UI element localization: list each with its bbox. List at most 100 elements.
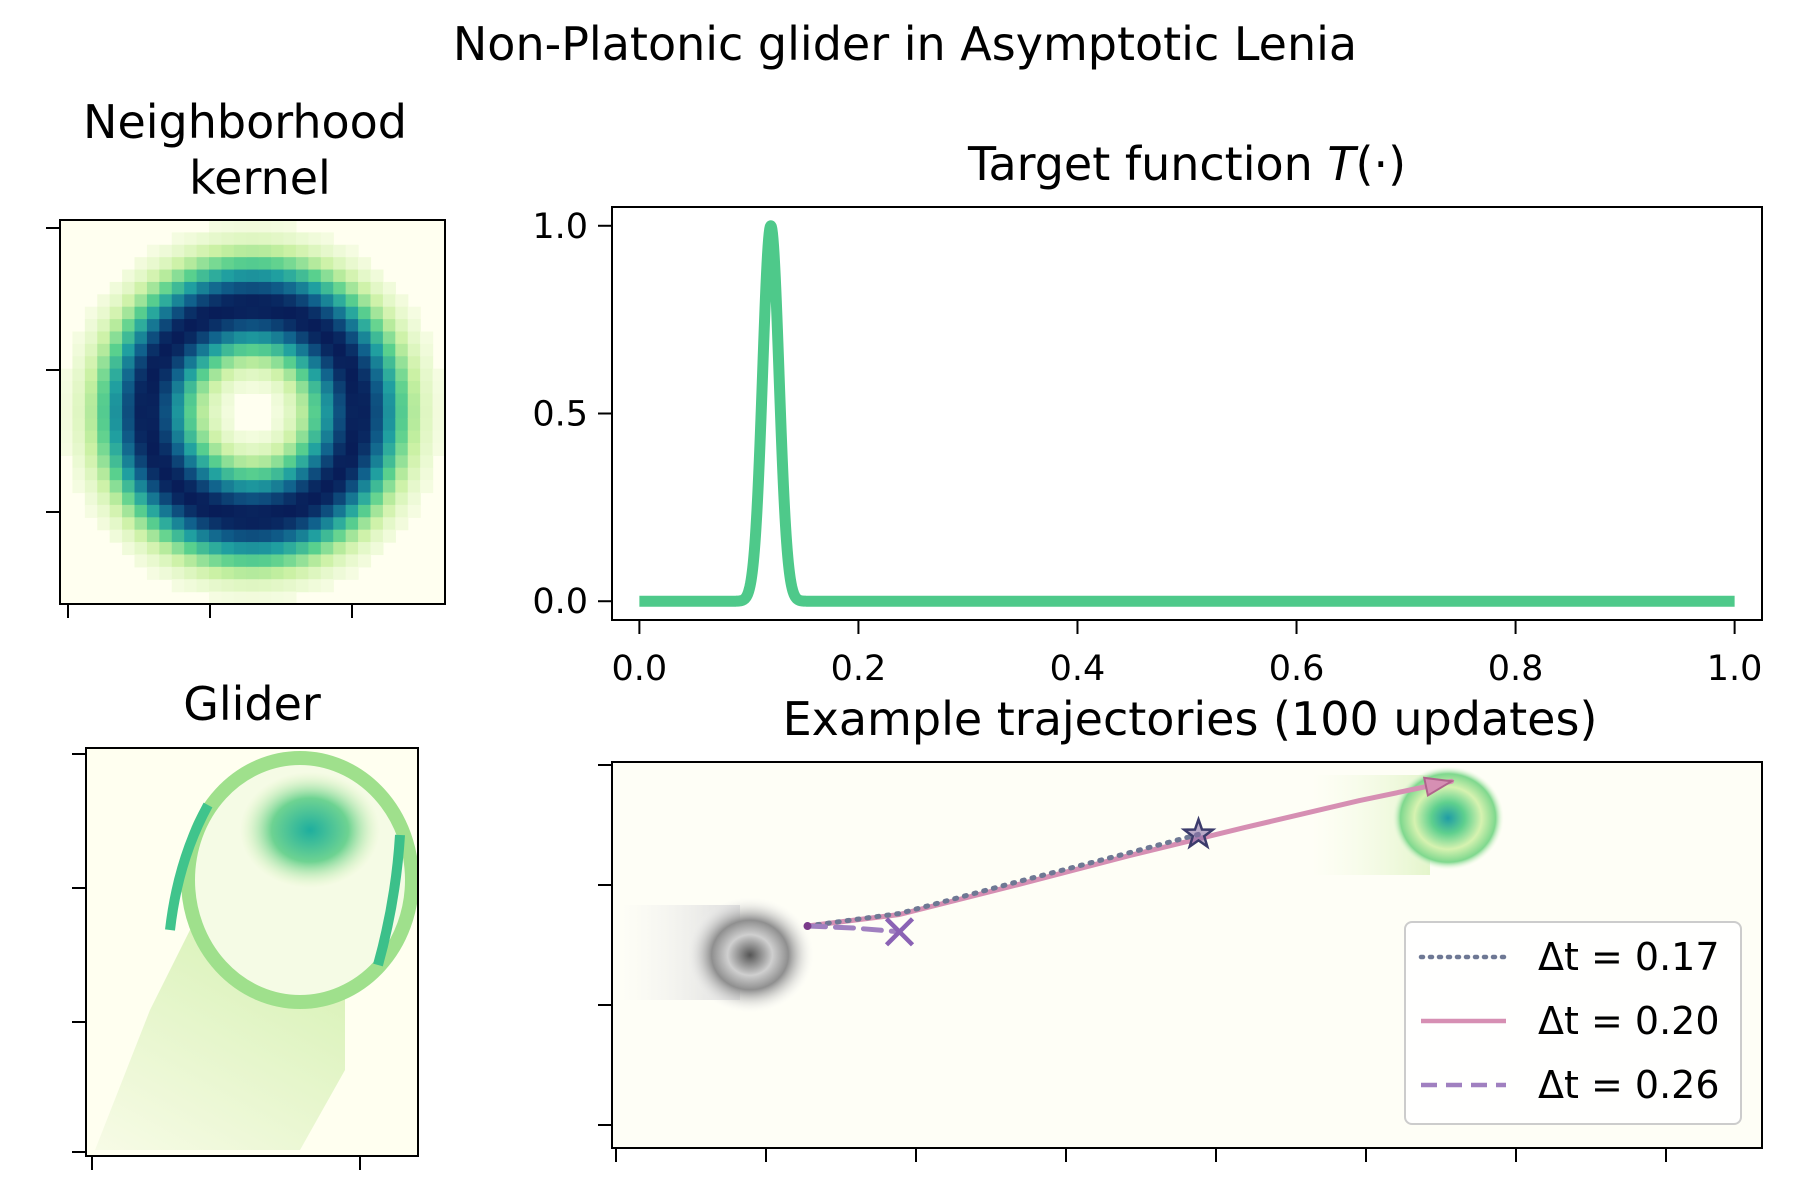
kernel-cell xyxy=(283,343,297,357)
target-title: Target function T(·) xyxy=(967,137,1406,191)
kernel-cell xyxy=(295,566,309,580)
kernel-cell xyxy=(283,319,297,333)
kernel-cell xyxy=(432,418,446,432)
kernel-cell xyxy=(246,442,260,456)
kernel-cell xyxy=(184,517,198,531)
kernel-cell xyxy=(159,418,173,432)
kernel-cell xyxy=(345,442,359,456)
kernel-cell xyxy=(283,442,297,456)
kernel-cell xyxy=(345,405,359,419)
kernel-cell xyxy=(283,591,297,605)
kernel-cell xyxy=(258,257,272,271)
kernel-cell xyxy=(320,368,334,382)
kernel-cell xyxy=(370,381,384,395)
kernel-cell xyxy=(283,381,297,395)
kernel-cell xyxy=(209,269,223,283)
kernel-cell xyxy=(122,269,136,283)
kernel-cell xyxy=(370,430,384,444)
kernel-cell xyxy=(308,517,322,531)
kernel-cell xyxy=(308,554,322,568)
kernel-cell xyxy=(171,294,185,308)
kernel-cell xyxy=(171,356,185,370)
kernel-cell xyxy=(246,331,260,345)
kernel-cell xyxy=(221,294,235,308)
kernel-cell xyxy=(146,257,160,271)
target-xtick-label: 1.0 xyxy=(1707,649,1763,689)
kernel-cell xyxy=(370,542,384,556)
kernel-cell xyxy=(308,393,322,407)
kernel-cell xyxy=(221,319,235,333)
kernel-cell xyxy=(209,244,223,258)
kernel-cell xyxy=(233,492,247,506)
kernel-cell xyxy=(171,566,185,580)
kernel-cell xyxy=(233,517,247,531)
kernel-cell xyxy=(345,393,359,407)
kernel-cell xyxy=(209,554,223,568)
kernel-cell xyxy=(333,319,347,333)
kernel-cell xyxy=(209,418,223,432)
kernel-cell xyxy=(221,368,235,382)
kernel-cell xyxy=(122,343,136,357)
kernel-cell xyxy=(395,319,409,333)
kernel-cell xyxy=(283,244,297,258)
trajectory-lines xyxy=(803,776,1455,947)
kernel-cell xyxy=(395,480,409,494)
kernel-cell xyxy=(395,504,409,518)
kernel-cell xyxy=(184,356,198,370)
kernel-cell xyxy=(209,281,223,295)
target-xtick-label: 0.8 xyxy=(1488,649,1544,689)
kernel-cell xyxy=(134,257,148,271)
kernel-cell xyxy=(221,554,235,568)
kernel-cell xyxy=(258,529,272,543)
kernel-cell xyxy=(358,319,372,333)
kernel-cell xyxy=(72,381,86,395)
kernel-cell xyxy=(345,306,359,320)
kernel-cell xyxy=(382,430,396,444)
kernel-cell xyxy=(146,566,160,580)
kernel-cell xyxy=(345,269,359,283)
kernel-cell xyxy=(72,467,86,481)
kernel-cell xyxy=(134,294,148,308)
kernel-cell xyxy=(233,331,247,345)
kernel-panel: Neighborhood kernel xyxy=(46,95,446,618)
kernel-cell xyxy=(171,517,185,531)
kernel-cell xyxy=(209,257,223,271)
kernel-cell xyxy=(283,294,297,308)
kernel-cell xyxy=(308,244,322,258)
kernel-cell xyxy=(407,393,421,407)
kernel-cell xyxy=(209,492,223,506)
kernel-cell xyxy=(233,381,247,395)
kernel-cell xyxy=(271,442,285,456)
kernel-cell xyxy=(295,343,309,357)
kernel-cell xyxy=(258,455,272,469)
kernel-cell xyxy=(320,269,334,283)
kernel-cell xyxy=(358,554,372,568)
glider-edge-right xyxy=(373,834,405,967)
kernel-cell xyxy=(246,579,260,593)
legend-label-0: Δt = 0.17 xyxy=(1538,935,1720,979)
kernel-cell xyxy=(283,232,297,246)
kernel-cell xyxy=(295,492,309,506)
target-axes: 0.0 0.2 0.4 0.6 0.8 1.0 0.0 0.5 1.0 xyxy=(532,207,1762,689)
kernel-cell xyxy=(184,306,198,320)
kernel-cell xyxy=(233,294,247,308)
kernel-cell xyxy=(159,294,173,308)
kernel-cell xyxy=(271,517,285,531)
kernel-cell xyxy=(382,405,396,419)
kernel-cell xyxy=(97,368,111,382)
kernel-cell xyxy=(159,566,173,580)
kernel-cell xyxy=(395,418,409,432)
kernel-cell xyxy=(271,220,285,233)
kernel-cell xyxy=(146,319,160,333)
kernel-cell xyxy=(221,257,235,271)
kernel-cell xyxy=(146,244,160,258)
kernel-cell xyxy=(283,306,297,320)
kernel-cell xyxy=(196,529,210,543)
kernel-cell xyxy=(196,542,210,556)
kernel-cell xyxy=(258,319,272,333)
kernel-cell xyxy=(171,393,185,407)
kernel-cell xyxy=(333,343,347,357)
kernel-cell xyxy=(184,430,198,444)
kernel-cell xyxy=(258,579,272,593)
trajectories-ticks xyxy=(598,764,1667,1162)
